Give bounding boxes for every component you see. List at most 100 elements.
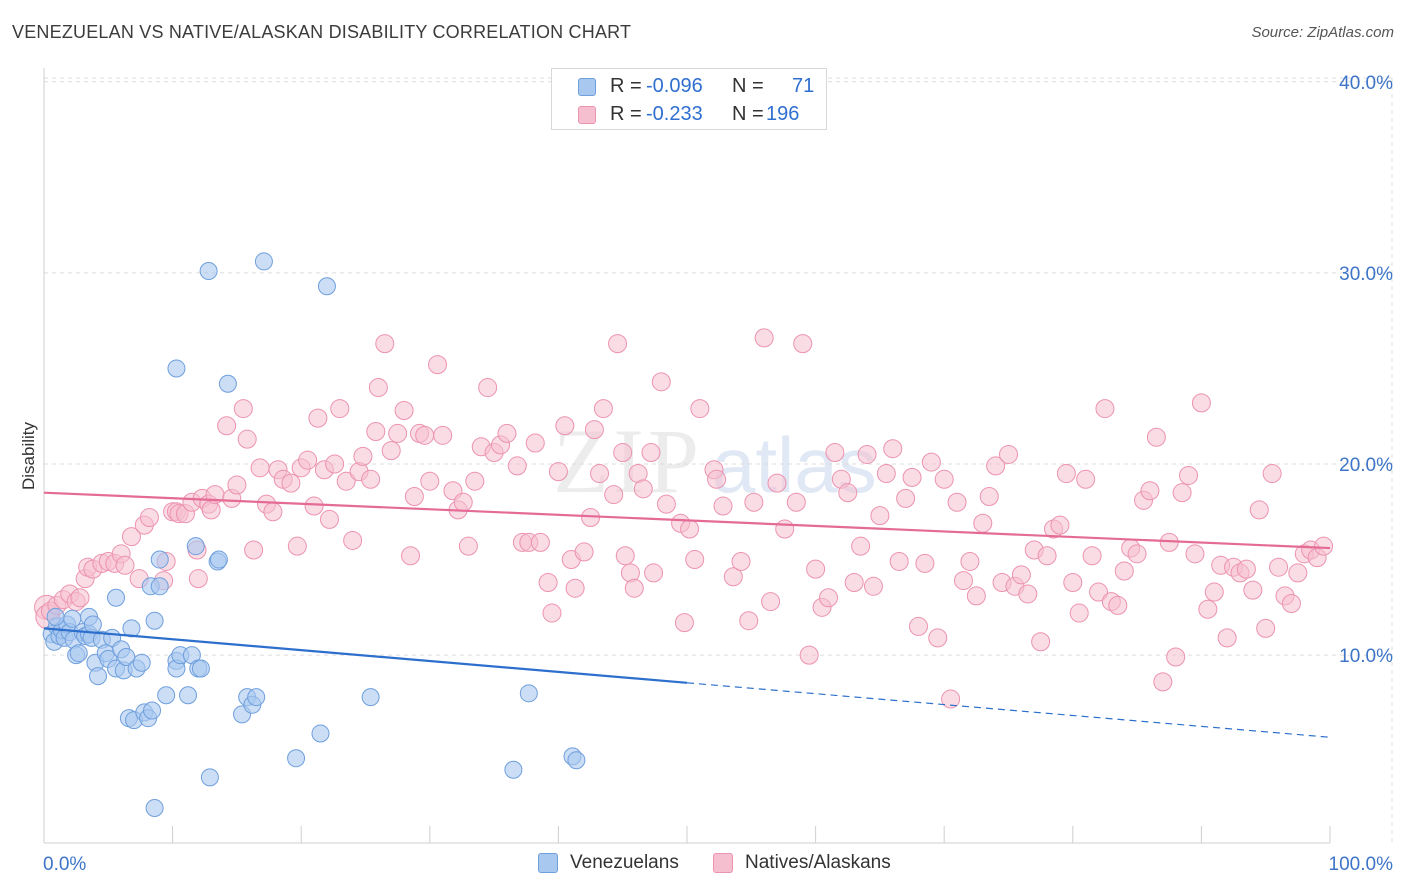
natives-point bbox=[188, 569, 208, 589]
venezuelans-point bbox=[209, 550, 228, 569]
natives-point bbox=[608, 334, 628, 354]
natives-point bbox=[1191, 393, 1211, 413]
r-value: -0.096 bbox=[646, 75, 703, 97]
natives-point bbox=[1172, 483, 1192, 503]
venezuelans-point bbox=[317, 277, 336, 296]
natives-point bbox=[941, 689, 961, 709]
natives-point bbox=[453, 492, 473, 512]
natives-point bbox=[388, 423, 408, 443]
natives-point bbox=[1281, 594, 1301, 614]
natives-point bbox=[1089, 582, 1109, 602]
natives-point bbox=[615, 546, 635, 566]
natives-point bbox=[433, 425, 453, 445]
natives-point bbox=[1204, 582, 1224, 602]
r-label: R = bbox=[610, 75, 642, 97]
natives-point bbox=[1146, 427, 1166, 447]
venezuelans-point bbox=[218, 374, 237, 393]
natives-point bbox=[593, 399, 613, 419]
natives-point bbox=[604, 485, 624, 505]
legend-row-venezuelans: R = -0.096 N = 71 bbox=[552, 71, 826, 101]
r-label: R = bbox=[610, 103, 642, 125]
natives-point bbox=[1262, 464, 1282, 484]
venezuelans-point bbox=[145, 798, 164, 817]
natives-point bbox=[1249, 500, 1269, 520]
natives-point bbox=[525, 433, 545, 453]
natives-point bbox=[908, 616, 928, 636]
natives-point bbox=[1179, 465, 1199, 485]
natives-point bbox=[548, 462, 568, 482]
natives-point bbox=[217, 416, 237, 436]
venezuelans-point bbox=[145, 611, 164, 630]
natives-point bbox=[651, 372, 671, 392]
natives-point bbox=[478, 378, 498, 398]
legend-swatch-blue bbox=[578, 78, 596, 96]
natives-point bbox=[934, 469, 954, 489]
n-label: N = bbox=[732, 75, 764, 97]
natives-point bbox=[999, 444, 1018, 464]
natives-point bbox=[793, 334, 813, 354]
natives-point bbox=[1011, 565, 1031, 585]
source-label: Source: ZipAtlas.com bbox=[1251, 24, 1394, 41]
legend-swatch-pink bbox=[713, 853, 733, 873]
natives-point bbox=[876, 464, 896, 484]
venezuelans-point bbox=[107, 588, 126, 607]
natives-point bbox=[870, 506, 890, 526]
natives-point bbox=[690, 399, 710, 419]
venezuelans-point bbox=[150, 577, 169, 596]
natives-point bbox=[1256, 618, 1276, 638]
natives-point bbox=[1050, 515, 1070, 535]
trend-lines bbox=[43, 491, 1331, 738]
natives-point bbox=[287, 536, 307, 556]
natives-point bbox=[707, 469, 727, 489]
n-label: N = bbox=[732, 103, 764, 125]
venezuelans-point bbox=[361, 688, 380, 707]
venezuelans-point bbox=[519, 684, 538, 703]
natives-point bbox=[584, 420, 604, 440]
natives-point bbox=[786, 492, 806, 512]
natives-point bbox=[121, 527, 141, 547]
n-value: 71 bbox=[792, 75, 815, 97]
natives-point bbox=[115, 555, 135, 575]
natives-point bbox=[565, 578, 585, 598]
venezuelans-point bbox=[157, 686, 176, 705]
natives-point bbox=[1217, 628, 1237, 648]
natives-point bbox=[308, 408, 328, 428]
natives-point bbox=[889, 551, 909, 571]
venezuelans-point bbox=[254, 252, 273, 271]
natives-point bbox=[590, 464, 610, 484]
venezuelans-point bbox=[89, 667, 108, 686]
x-tick-label-max: 100.0% bbox=[1329, 854, 1394, 875]
y-tick-label: 20.0% bbox=[1339, 455, 1393, 476]
natives-point bbox=[250, 458, 270, 478]
natives-trend bbox=[43, 491, 1331, 550]
natives-point bbox=[1108, 595, 1128, 615]
venezuelans-point bbox=[191, 659, 210, 678]
natives-point bbox=[754, 328, 774, 348]
natives-point bbox=[366, 422, 386, 442]
natives-point bbox=[966, 586, 986, 606]
natives-point bbox=[641, 443, 661, 463]
natives-point bbox=[921, 452, 941, 472]
natives-point bbox=[1063, 572, 1083, 592]
r-value: -0.233 bbox=[646, 103, 703, 125]
natives-point bbox=[1153, 672, 1173, 692]
venezuelans-point bbox=[167, 359, 186, 378]
venezuelans-point bbox=[179, 686, 198, 705]
natives-point bbox=[353, 446, 373, 466]
venezuelans-point bbox=[186, 537, 205, 556]
natives-point bbox=[1127, 544, 1147, 564]
venezuelans-point bbox=[132, 653, 151, 672]
natives-point bbox=[244, 540, 264, 560]
natives-point bbox=[723, 567, 743, 587]
natives-point bbox=[825, 443, 845, 463]
natives-point bbox=[281, 473, 301, 493]
watermark-zip: ZIP bbox=[553, 410, 703, 512]
natives-point bbox=[1095, 399, 1115, 419]
natives-point bbox=[428, 355, 448, 375]
natives-point bbox=[319, 509, 339, 529]
natives-point bbox=[361, 469, 381, 489]
natives-point bbox=[1185, 544, 1205, 564]
natives-point bbox=[851, 536, 871, 556]
natives-point bbox=[986, 456, 1006, 476]
natives-point bbox=[953, 571, 973, 591]
